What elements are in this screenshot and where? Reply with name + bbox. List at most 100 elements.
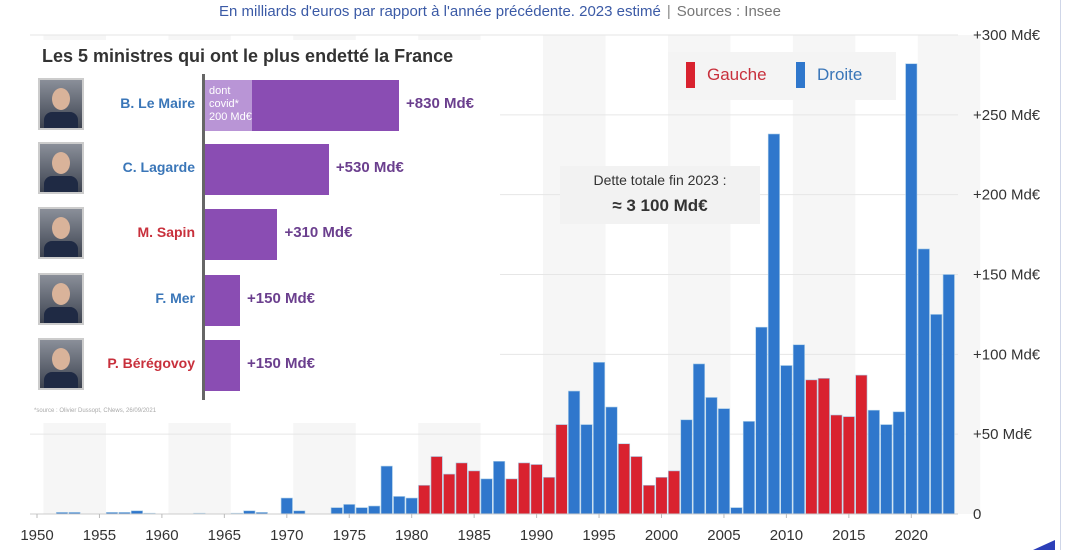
x-tick-label: 1965 (208, 527, 241, 544)
x-tick-label: 1970 (270, 527, 303, 544)
total-debt-annotation: Dette totale fin 2023 : ≈ 3 100 Md€ (560, 166, 760, 224)
bars (55, 63, 955, 515)
y-tick-label: +100 Md€ (973, 346, 1041, 363)
minister-name: M. Sapin (137, 224, 195, 240)
x-tick-label: 2020 (895, 527, 928, 544)
bar-2021 (917, 248, 930, 515)
bar-2002 (680, 419, 693, 515)
ministers-inset: Les 5 ministres qui ont le plus endetté … (30, 40, 500, 423)
covid-label-line: dont (209, 85, 231, 97)
bar-1987 (493, 461, 506, 515)
body-shape (44, 112, 78, 128)
bar-1984 (455, 462, 468, 515)
bar-1970 (280, 497, 293, 515)
bar-2007 (742, 421, 755, 515)
covid-label-line: covid* (209, 98, 239, 110)
bar-2000 (655, 476, 668, 515)
x-tick-label: 1985 (457, 527, 490, 544)
bar-1988 (505, 478, 518, 515)
bar-2019 (892, 411, 905, 515)
annotation-line2: ≈ 3 100 Md€ (612, 196, 708, 215)
minister-row: P. Bérégovoy +150 Md€ (30, 338, 500, 394)
bar-1997 (618, 443, 631, 515)
frame-border (1060, 0, 1061, 550)
bar-1976 (355, 507, 368, 515)
minister-name: F. Mer (155, 290, 195, 306)
minister-photo (38, 273, 84, 325)
x-tick-label: 2015 (832, 527, 865, 544)
bar-1991 (543, 476, 556, 515)
bar-2006 (730, 507, 743, 515)
covid-share-bar: dont covid* 200 Md€ (205, 80, 252, 131)
inset-footnote: *source : Olivier Dussopt, CNews, 26/09/… (34, 408, 157, 414)
minister-bar (205, 209, 278, 260)
face-shape (52, 348, 70, 370)
subtitle-separator: | (666, 3, 671, 20)
chart-subtitle: En milliards d'euros par rapport à l'ann… (0, 3, 1000, 20)
bar-2015 (842, 416, 855, 515)
minister-bar: dont covid* 200 Md€ (205, 80, 399, 131)
minister-value: +150 Md€ (247, 355, 316, 372)
y-tick-label: +200 Md€ (973, 187, 1041, 204)
face-shape (52, 152, 70, 174)
bar-1993 (568, 390, 581, 515)
x-tick-label: 1955 (83, 527, 116, 544)
bar-1978 (380, 465, 393, 515)
bar-1998 (630, 456, 643, 515)
minister-photo (38, 142, 84, 194)
x-tick-label: 2000 (645, 527, 678, 544)
x-tick-label: 1950 (20, 527, 53, 544)
bar-1983 (443, 473, 456, 515)
bar-1977 (368, 505, 381, 515)
minister-value: +310 Md€ (284, 224, 353, 241)
bar-1994 (580, 424, 593, 515)
bar-1989 (518, 462, 531, 515)
minister-bar (205, 340, 241, 391)
minister-row: F. Mer +150 Md€ (30, 273, 500, 329)
bar-1995 (593, 362, 606, 515)
face-shape (52, 88, 70, 110)
bar-1999 (643, 484, 656, 515)
minister-photo (38, 338, 84, 390)
legend-swatch-droite (796, 62, 805, 88)
x-axis: 1950 1955 1960 1965 1970 1975 1980 1985 1990 1995… (20, 513, 958, 544)
x-tick-label: 1960 (145, 527, 178, 544)
minister-photo (38, 78, 84, 130)
legend: Gauche Droite (668, 52, 896, 100)
bar-2016 (855, 374, 868, 515)
face-shape (52, 283, 70, 305)
minister-name: P. Bérégovoy (107, 355, 195, 371)
x-tick-label: 2010 (770, 527, 803, 544)
minister-value: +530 Md€ (335, 159, 404, 176)
y-tick-label: +150 Md€ (973, 267, 1041, 284)
bar-1982 (430, 456, 443, 515)
y-tick-label: +300 Md€ (973, 27, 1041, 44)
y-axis: 0 +50 Md€ +100 Md€ +150 Md€ +200 Md€ +250 Md€… (973, 27, 1041, 523)
x-tick-label: 1990 (520, 527, 553, 544)
bar-2022 (930, 314, 943, 515)
face-shape (52, 217, 70, 239)
minister-bar (205, 275, 241, 326)
legend-item-droite: Droite (796, 62, 862, 88)
legend-label-droite: Droite (817, 65, 863, 84)
bar-2011 (792, 344, 805, 515)
bar-1990 (530, 464, 543, 515)
x-tick-label: 1995 (582, 527, 615, 544)
bar-2010 (780, 365, 793, 515)
inset-axis-line (202, 74, 205, 400)
bar-2023 (942, 274, 955, 515)
x-tick-label: 1975 (333, 527, 366, 544)
body-shape (44, 176, 78, 192)
body-shape (44, 372, 78, 388)
legend-item-gauche: Gauche (686, 62, 767, 88)
bar-1979 (393, 496, 406, 515)
body-shape (44, 241, 78, 257)
subtitle-source: Sources : Insee (676, 3, 781, 20)
x-tick-label: 1980 (395, 527, 428, 544)
bar-1981 (418, 484, 431, 515)
y-tick-label: +50 Md€ (973, 426, 1032, 443)
bar-2017 (867, 409, 880, 515)
legend-swatch-gauche (686, 62, 695, 88)
bar-1974 (330, 507, 343, 515)
inset-title: Les 5 ministres qui ont le plus endetté … (42, 46, 454, 66)
